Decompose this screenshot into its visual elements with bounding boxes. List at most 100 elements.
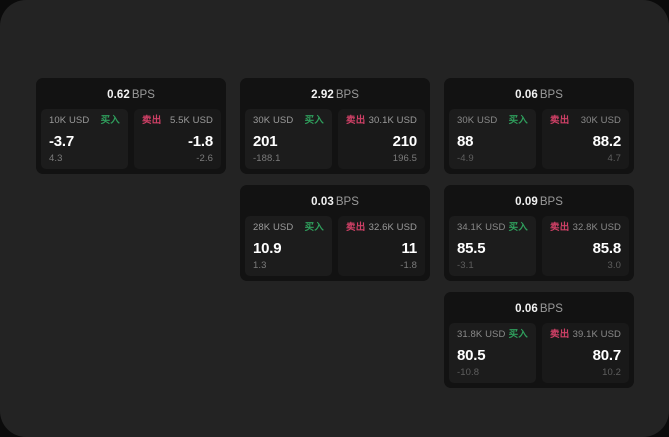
buy-panel[interactable]: 30K USD 买入 201 -188.1 [245,109,332,169]
card-header: 2.92 BPS [245,84,425,109]
buy-panel[interactable]: 10K USD 买入 -3.7 4.3 [41,109,128,169]
buy-main-value: -3.7 [49,132,75,150]
bps-value: 0.06 [515,89,538,101]
bps-unit: BPS [539,89,563,101]
buy-size-label: 28K USD [253,222,294,233]
bps-value: 0.06 [515,303,538,315]
buy-panel[interactable]: 34.1K USD 买入 85.5 -3.1 [449,216,536,276]
buy-panel[interactable]: 30K USD 买入 88 -4.9 [449,109,536,169]
sell-panel-header: 卖出 5.5K USD [142,116,213,126]
bps-card-grid: 0.62 BPS 10K USD 买入 -3.7 4.3 卖出 5.5K USD … [36,78,634,388]
column-1: 0.62 BPS 10K USD 买入 -3.7 4.3 卖出 5.5K USD … [36,78,226,174]
sell-main-value: -1.8 [187,132,213,150]
card-0-62-bps[interactable]: 0.62 BPS 10K USD 买入 -3.7 4.3 卖出 5.5K USD … [36,78,226,174]
sell-main-value: 210 [392,132,418,150]
buy-side-label: 买入 [508,115,528,126]
sell-side-label: 卖出 [346,222,366,233]
card-0-06-bps-bottom[interactable]: 0.06 BPS 31.8K USD 买入 80.5 -10.8 卖出 39.1K… [444,292,634,388]
bps-unit: BPS [335,196,359,208]
card-0-09-bps[interactable]: 0.09 BPS 34.1K USD 买入 85.5 -3.1 卖出 32.8K … [444,185,634,281]
bps-unit: BPS [335,89,359,101]
card-2-92-bps[interactable]: 2.92 BPS 30K USD 买入 201 -188.1 卖出 30.1K U… [240,78,430,174]
sell-side-label: 卖出 [346,115,366,126]
buy-sub-value: -10.8 [457,366,480,378]
buy-panel[interactable]: 31.8K USD 买入 80.5 -10.8 [449,323,536,383]
sell-main-value: 85.8 [592,239,622,257]
card-panels: 34.1K USD 买入 85.5 -3.1 卖出 32.8K USD 85.8… [449,216,629,276]
card-0-06-bps-top[interactable]: 0.06 BPS 30K USD 买入 88 -4.9 卖出 30K USD 88… [444,78,634,174]
sell-main-value: 11 [401,239,418,257]
card-panels: 28K USD 买入 10.9 1.3 卖出 32.6K USD 11 -1.8 [245,216,425,276]
buy-sub-value: -4.9 [457,152,474,164]
sell-side-label: 卖出 [550,329,570,340]
buy-panel-header: 30K USD 买入 [253,116,324,126]
buy-size-label: 31.8K USD [457,329,506,340]
sell-main-value: 80.7 [592,346,622,364]
buy-main-value: 88 [457,132,474,150]
buy-size-label: 30K USD [457,115,498,126]
buy-sub-value: -3.1 [457,259,474,271]
buy-side-label: 买入 [304,115,324,126]
buy-side-label: 买入 [508,222,528,233]
bps-value: 0.62 [107,89,130,101]
card-header: 0.06 BPS [449,84,629,109]
sell-panel-header: 卖出 30K USD [550,116,621,126]
sell-sub-value: 10.2 [602,366,621,378]
bps-unit: BPS [539,196,563,208]
sell-sub-value: -1.8 [400,259,417,271]
buy-panel-header: 28K USD 买入 [253,223,324,233]
column-2: 2.92 BPS 30K USD 买入 201 -188.1 卖出 30.1K U… [240,78,430,281]
buy-panel-header: 10K USD 买入 [49,116,120,126]
buy-side-label: 买入 [508,329,528,340]
buy-panel-header: 31.8K USD 买入 [457,330,528,340]
card-0-03-bps[interactable]: 0.03 BPS 28K USD 买入 10.9 1.3 卖出 32.6K USD… [240,185,430,281]
card-header: 0.06 BPS [449,298,629,323]
buy-sub-value: 4.3 [49,152,63,164]
buy-panel-header: 34.1K USD 买入 [457,223,528,233]
buy-main-value: 80.5 [457,346,486,364]
sell-panel[interactable]: 卖出 5.5K USD -1.8 -2.6 [134,109,221,169]
buy-size-label: 10K USD [49,115,90,126]
buy-panel[interactable]: 28K USD 买入 10.9 1.3 [245,216,332,276]
sell-panel[interactable]: 卖出 32.6K USD 11 -1.8 [338,216,425,276]
sell-size-label: 32.8K USD [572,222,621,233]
sell-size-label: 5.5K USD [169,115,213,126]
sell-sub-value: 4.7 [607,152,621,164]
bps-value: 2.92 [311,89,334,101]
bps-value: 0.09 [515,196,538,208]
card-header: 0.09 BPS [449,191,629,216]
bps-value: 0.03 [311,196,334,208]
card-header: 0.62 BPS [41,84,221,109]
buy-size-label: 30K USD [253,115,294,126]
bps-unit: BPS [131,89,155,101]
sell-side-label: 卖出 [142,115,162,126]
buy-sub-value: 1.3 [253,259,267,271]
card-panels: 31.8K USD 买入 80.5 -10.8 卖出 39.1K USD 80.… [449,323,629,383]
bps-unit: BPS [539,303,563,315]
buy-side-label: 买入 [100,115,120,126]
buy-sub-value: -188.1 [253,152,281,164]
sell-panel[interactable]: 卖出 30.1K USD 210 196.5 [338,109,425,169]
sell-panel-header: 卖出 30.1K USD [346,116,417,126]
buy-main-value: 10.9 [253,239,282,257]
sell-sub-value: -2.6 [196,152,213,164]
card-panels: 30K USD 买入 201 -188.1 卖出 30.1K USD 210 1… [245,109,425,169]
buy-main-value: 201 [253,132,278,150]
card-panels: 10K USD 买入 -3.7 4.3 卖出 5.5K USD -1.8 -2.… [41,109,221,169]
buy-main-value: 85.5 [457,239,486,257]
card-header: 0.03 BPS [245,191,425,216]
sell-panel[interactable]: 卖出 39.1K USD 80.7 10.2 [542,323,629,383]
sell-sub-value: 3.0 [607,259,621,271]
sell-side-label: 卖出 [550,115,570,126]
card-panels: 30K USD 买入 88 -4.9 卖出 30K USD 88.2 4.7 [449,109,629,169]
buy-size-label: 34.1K USD [457,222,506,233]
buy-panel-header: 30K USD 买入 [457,116,528,126]
column-3: 0.06 BPS 30K USD 买入 88 -4.9 卖出 30K USD 88… [444,78,634,388]
sell-sub-value: 196.5 [392,152,417,164]
sell-panel[interactable]: 卖出 30K USD 88.2 4.7 [542,109,629,169]
sell-panel-header: 卖出 32.8K USD [550,223,621,233]
sell-panel[interactable]: 卖出 32.8K USD 85.8 3.0 [542,216,629,276]
sell-size-label: 30K USD [580,115,621,126]
sell-main-value: 88.2 [592,132,622,150]
